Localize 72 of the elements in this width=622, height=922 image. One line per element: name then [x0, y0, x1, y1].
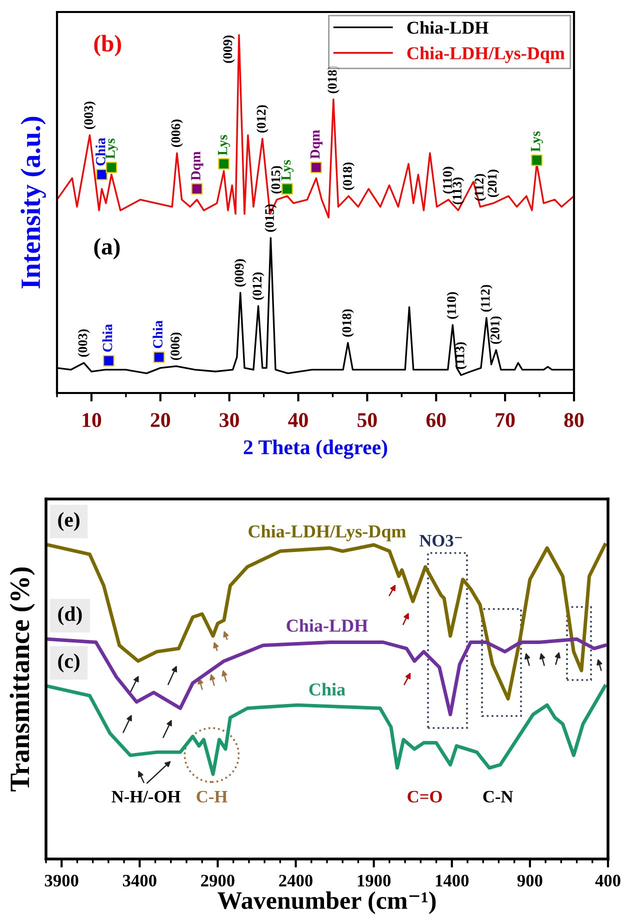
- legend-label: Chia-LDH: [407, 21, 488, 34]
- text: Chia: [102, 324, 112, 352]
- annotation: C=O: [408, 790, 442, 803]
- x-tick-label: 2400: [279, 874, 312, 886]
- annotation: (003): [84, 102, 96, 130]
- x-tick-label: 30: [220, 413, 239, 428]
- annotation: (112): [480, 284, 492, 312]
- x-tick-label: 70: [496, 413, 515, 428]
- annotation: C-N: [483, 790, 514, 803]
- annotation: (d): [58, 606, 82, 626]
- x-tick-label: 900: [517, 874, 542, 886]
- x-tick-label: 80: [564, 413, 584, 428]
- point: [310, 162, 322, 174]
- legend-label: Chia-LDH/Lys-Dqm: [407, 46, 565, 64]
- annotation: (a): [94, 238, 120, 260]
- x-tick-label: 2900: [201, 874, 234, 886]
- annotation: (012): [256, 105, 268, 133]
- annotation: (009): [222, 35, 235, 63]
- text: Lys: [106, 138, 118, 159]
- point: [531, 154, 542, 166]
- annotation: (015): [264, 204, 277, 232]
- annotation: C-H: [196, 790, 228, 803]
- x-tick-label: 50: [358, 413, 377, 428]
- x-tick-label: 1900: [358, 874, 391, 886]
- annotation: (201): [490, 316, 502, 344]
- point: [218, 158, 230, 170]
- x-axis-title: 2 Theta (degree): [244, 440, 388, 459]
- text: (e): [58, 512, 80, 531]
- x-axis-title: Wavenumber (cm⁻¹): [218, 891, 436, 914]
- text: Chia: [96, 138, 106, 166]
- text: Dqm: [310, 130, 322, 159]
- x-tick-label: 3400: [122, 874, 156, 886]
- point: [191, 183, 203, 195]
- point: [106, 162, 118, 174]
- series-label: Chia: [309, 682, 346, 696]
- point: [96, 168, 108, 180]
- x-tick-label: 40: [288, 413, 308, 428]
- text: Lys: [530, 131, 544, 152]
- annotation: (110): [442, 166, 455, 194]
- x-tick-label: 10: [82, 413, 102, 428]
- annotation: (018): [342, 162, 355, 190]
- annotation: (018): [342, 309, 354, 337]
- annotation: N-H/-OH: [112, 790, 180, 803]
- text: Chia: [152, 320, 162, 348]
- x-tick-label: 400: [595, 874, 620, 886]
- x-tick-label: 1400: [436, 874, 469, 886]
- x-tick-label: 60: [426, 413, 446, 428]
- text: Lys: [281, 160, 294, 180]
- annotation: (015): [270, 166, 283, 194]
- text: Dqm: [191, 151, 204, 180]
- point: [153, 351, 165, 363]
- point: [102, 355, 114, 366]
- annotation: (112): [474, 174, 486, 201]
- annotation: (009): [234, 259, 246, 287]
- annotation: (201): [487, 170, 500, 198]
- annotation: (018): [327, 66, 340, 94]
- series-label: Chia-LDH/Lys-Dqm: [248, 524, 406, 542]
- annotation: (110): [446, 292, 459, 319]
- series-label: Chia-LDH: [286, 619, 368, 632]
- annotation: (003): [78, 329, 90, 357]
- annotation: (006): [170, 332, 182, 360]
- annotation: (c): [58, 653, 80, 672]
- text: Lys: [218, 134, 230, 156]
- y-axis-title: Transmittance (%): [10, 567, 35, 792]
- annotation: (006): [170, 120, 183, 147]
- annotation: (113): [452, 178, 464, 204]
- annotation: NO3⁻: [419, 534, 462, 547]
- y-axis-title: Intensity (a.u.): [20, 116, 46, 288]
- annotation: (b): [94, 34, 122, 56]
- annotation: (012): [252, 272, 264, 300]
- x-tick-label: 20: [150, 413, 170, 428]
- x-tick-label: 3900: [44, 874, 78, 886]
